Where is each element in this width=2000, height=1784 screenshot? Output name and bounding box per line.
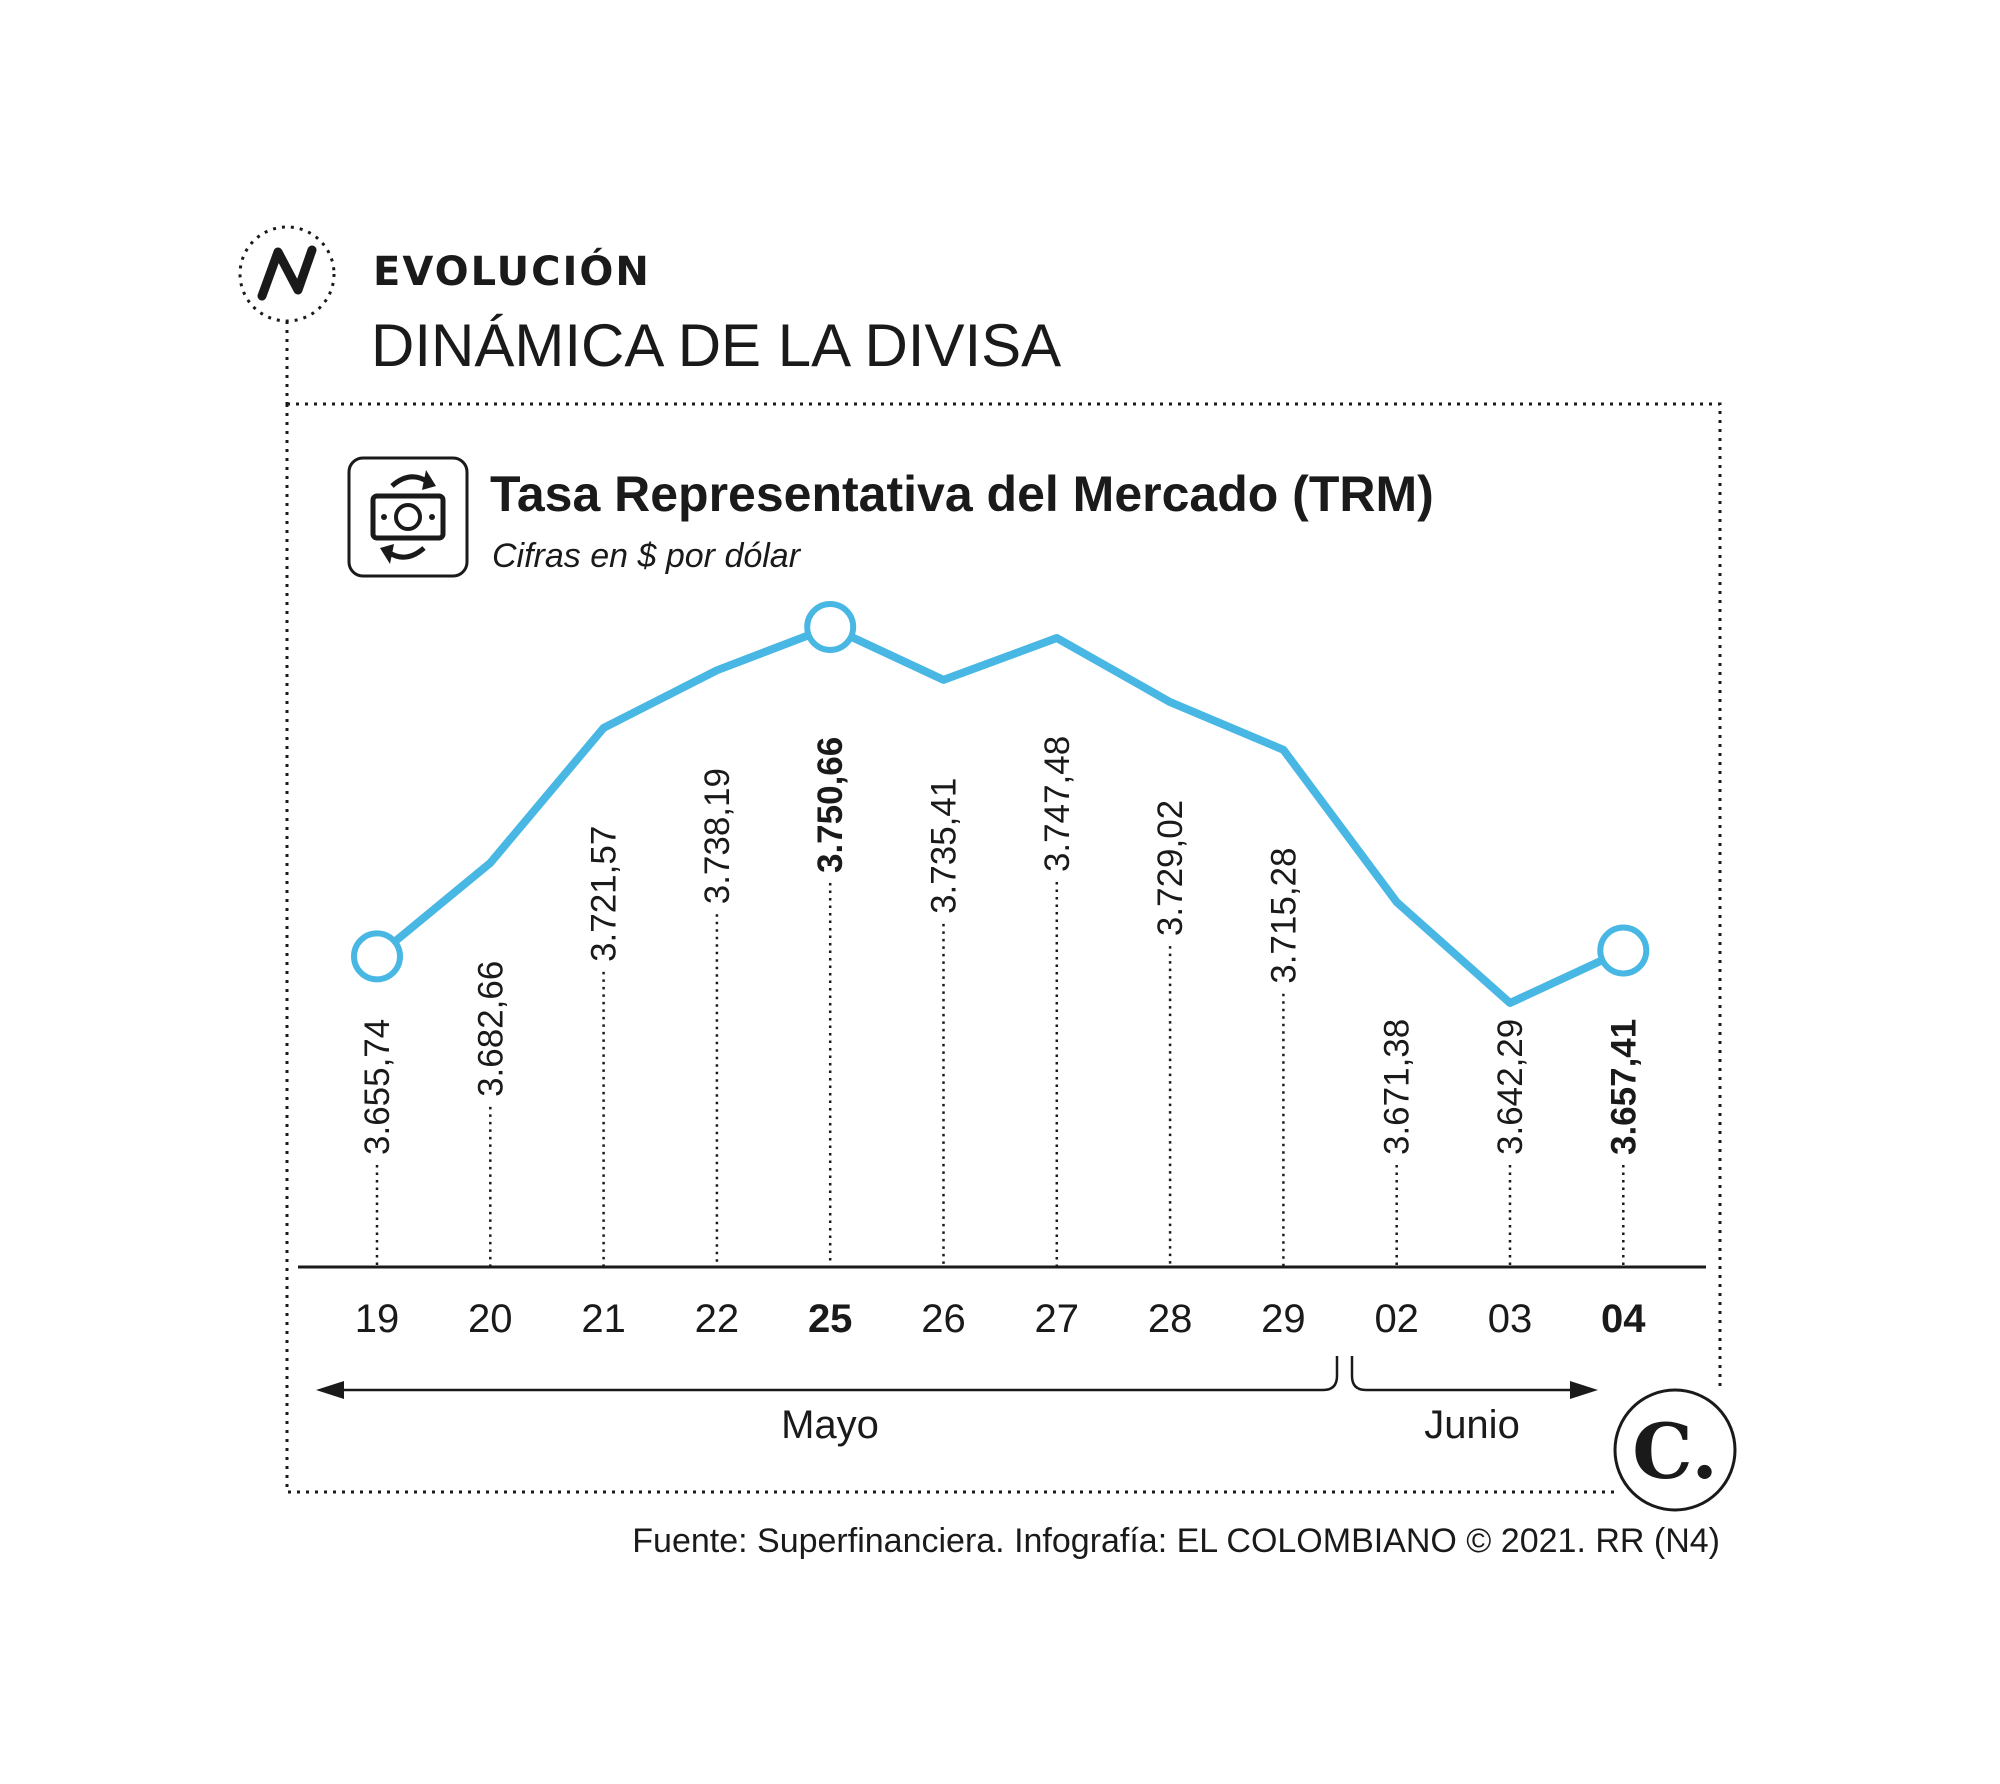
value-label-21: 3.721,57 <box>585 826 624 962</box>
value-label-29: 3.715,28 <box>1264 848 1303 984</box>
x-tick-28: 28 <box>1148 1297 1193 1341</box>
x-tick-22: 22 <box>695 1297 740 1341</box>
el-colombiano-logo: C. <box>1613 1388 1737 1512</box>
bracket-junio <box>1350 1356 1592 1392</box>
logo-text: C. <box>1632 1407 1718 1496</box>
x-tick-25: 25 <box>808 1297 853 1341</box>
headline: DINÁMICA DE LA DIVISA <box>371 312 1061 379</box>
value-label-02: 3.671,38 <box>1378 1019 1417 1155</box>
bracket-mayo <box>322 1356 1339 1392</box>
x-tick-26: 26 <box>921 1297 966 1341</box>
x-tick-04: 04 <box>1601 1297 1646 1341</box>
value-label-22: 3.738,19 <box>698 768 737 904</box>
kicker: EVOLUCIÓN <box>373 247 651 295</box>
value-label-26: 3.735,41 <box>925 778 964 914</box>
x-tick-19: 19 <box>355 1297 400 1341</box>
source-note: Fuente: Superfinanciera. Infografía: EL … <box>632 1522 1720 1560</box>
value-label-28: 3.729,02 <box>1151 800 1190 936</box>
x-tick-21: 21 <box>581 1297 626 1341</box>
marker-19 <box>351 930 403 983</box>
chart-frame <box>285 402 1722 1494</box>
chart-subtitle: Cifras en $ por dólar <box>492 537 802 575</box>
month-label-mayo: Mayo <box>781 1403 879 1447</box>
series-line <box>373 623 1628 1007</box>
value-label-20: 3.682,66 <box>471 961 510 1097</box>
x-tick-02: 02 <box>1374 1297 1419 1341</box>
trm-series <box>351 601 1650 1007</box>
value-label-27: 3.747,48 <box>1038 736 1077 872</box>
x-tick-29: 29 <box>1261 1297 1306 1341</box>
x-tick-03: 03 <box>1488 1297 1533 1341</box>
x-tick-27: 27 <box>1035 1297 1080 1341</box>
chart-title: Tasa Representativa del Mercado (TRM) <box>490 466 1434 522</box>
value-label-03: 3.642,29 <box>1491 1019 1530 1155</box>
arrow-left-icon <box>316 1381 344 1399</box>
value-label-04: 3.657,41 <box>1604 1019 1643 1155</box>
value-labels: 3.655,74 3.682,66 3.721,57 3.738,19 3.750,66… <box>358 736 1643 1155</box>
marker-04 <box>1597 924 1650 977</box>
currency-exchange-icon <box>347 456 469 578</box>
value-leader-lines <box>375 882 1625 1267</box>
value-label-25: 3.750,66 <box>811 737 850 873</box>
trend-line-icon <box>238 225 336 323</box>
arrow-right-icon <box>1570 1381 1598 1399</box>
x-tick-labels: 19 20 21 22 25 26 27 28 29 02 03 04 <box>355 1297 1647 1341</box>
month-label-junio: Junio <box>1424 1403 1520 1447</box>
x-tick-20: 20 <box>468 1297 513 1341</box>
month-brackets: Mayo Junio <box>316 1356 1598 1447</box>
value-label-19: 3.655,74 <box>358 1019 397 1155</box>
marker-25 <box>804 601 857 653</box>
